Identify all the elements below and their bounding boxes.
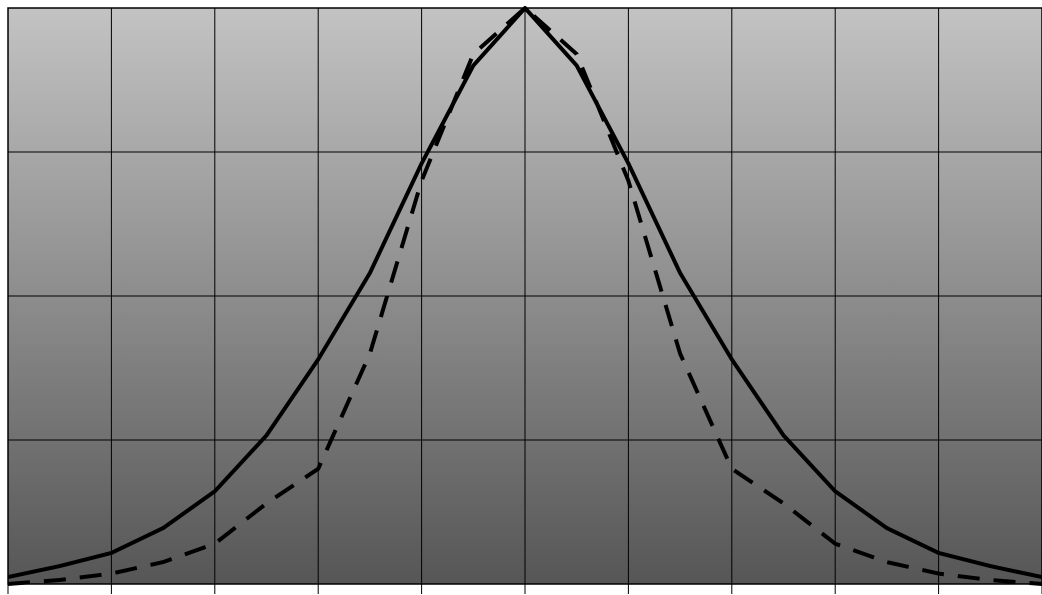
series-line-dashed [7,6,1042,586]
plot-frame [7,7,1042,585]
